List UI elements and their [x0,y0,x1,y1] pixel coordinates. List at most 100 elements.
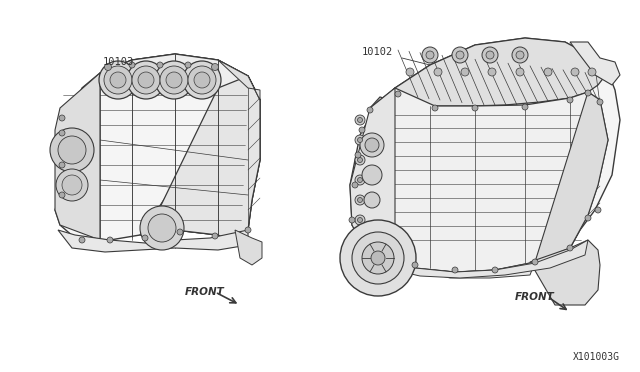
Circle shape [56,169,88,201]
Circle shape [461,68,469,76]
Circle shape [142,235,148,241]
Circle shape [486,51,494,59]
Circle shape [62,175,82,195]
Polygon shape [535,92,608,262]
Circle shape [595,207,601,213]
Circle shape [340,220,416,296]
Polygon shape [530,240,600,305]
Circle shape [349,217,355,223]
Polygon shape [55,73,100,240]
Circle shape [355,175,365,185]
Circle shape [352,232,404,284]
Circle shape [422,47,438,63]
Polygon shape [350,88,395,258]
Circle shape [516,51,524,59]
Circle shape [434,68,442,76]
Circle shape [355,152,361,158]
Circle shape [567,97,573,103]
Circle shape [482,47,498,63]
Polygon shape [352,88,608,272]
Circle shape [358,198,362,202]
Circle shape [432,105,438,111]
Circle shape [367,107,373,113]
Circle shape [406,68,414,76]
Circle shape [148,214,176,242]
Circle shape [211,64,218,71]
Circle shape [585,90,591,96]
Circle shape [59,115,65,121]
Circle shape [185,62,191,68]
Circle shape [177,229,183,235]
Polygon shape [148,76,260,245]
Circle shape [585,215,591,221]
Text: X101003G: X101003G [573,352,620,362]
Circle shape [395,91,401,97]
Circle shape [360,133,384,157]
Polygon shape [218,60,260,100]
Circle shape [571,68,579,76]
Circle shape [522,104,528,110]
Circle shape [104,66,132,94]
Circle shape [359,127,365,133]
Circle shape [107,237,113,243]
Circle shape [127,61,165,99]
Circle shape [58,136,86,164]
Circle shape [532,259,538,265]
Circle shape [358,177,362,183]
Circle shape [50,128,94,172]
Circle shape [183,61,221,99]
Circle shape [59,130,65,136]
Circle shape [358,138,362,142]
Polygon shape [100,54,260,100]
Circle shape [358,218,362,222]
Circle shape [352,182,358,188]
Circle shape [140,206,184,250]
Circle shape [371,251,385,265]
Circle shape [588,68,596,76]
Polygon shape [375,240,588,278]
Circle shape [516,68,524,76]
Circle shape [188,66,216,94]
Circle shape [110,72,126,88]
Circle shape [488,68,496,76]
Circle shape [452,267,458,273]
Polygon shape [235,230,262,265]
Circle shape [364,192,380,208]
Circle shape [138,72,154,88]
Circle shape [160,66,188,94]
Circle shape [355,215,365,225]
Circle shape [452,47,468,63]
Circle shape [104,64,111,71]
Circle shape [597,99,603,105]
Circle shape [412,262,418,268]
Circle shape [355,115,365,125]
Circle shape [512,47,528,63]
Circle shape [358,157,362,163]
Text: FRONT: FRONT [515,292,555,302]
Polygon shape [370,38,608,108]
Text: 10102: 10102 [362,47,393,57]
Circle shape [362,242,394,274]
Circle shape [59,162,65,168]
Circle shape [99,61,137,99]
Circle shape [79,237,85,243]
Circle shape [358,118,362,122]
Circle shape [362,165,382,185]
Circle shape [355,135,365,145]
Circle shape [245,227,251,233]
Text: FRONT: FRONT [185,287,225,297]
Circle shape [212,233,218,239]
Circle shape [377,255,383,261]
Circle shape [365,138,379,152]
Polygon shape [140,76,260,245]
Circle shape [492,267,498,273]
Circle shape [132,66,160,94]
Circle shape [355,155,365,165]
Polygon shape [410,262,535,278]
Circle shape [157,62,163,68]
Circle shape [567,245,573,251]
Polygon shape [350,38,620,272]
Circle shape [59,192,65,198]
Circle shape [456,51,464,59]
Polygon shape [100,54,260,100]
